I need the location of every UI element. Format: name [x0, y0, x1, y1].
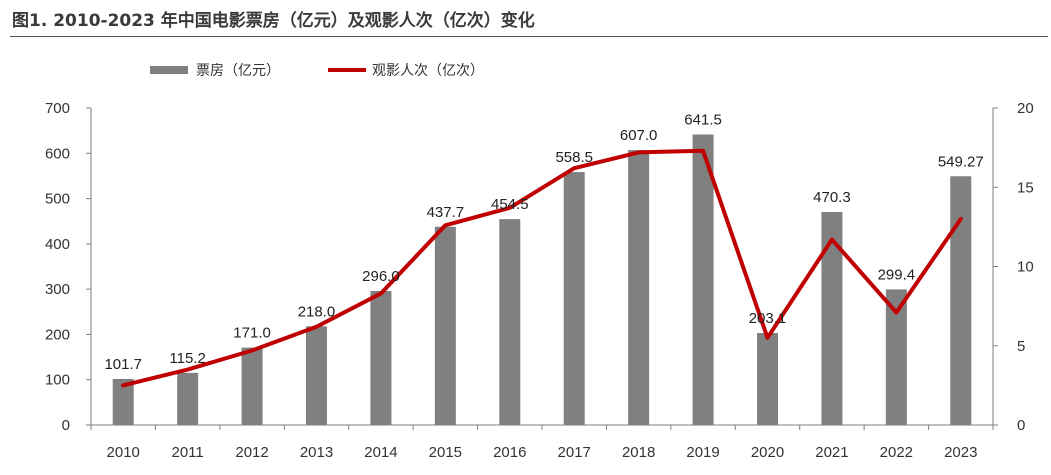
legend: 票房（亿元） 观影人次（亿次）: [150, 63, 484, 79]
y-left-tick-label: 200: [45, 326, 70, 343]
bar-2016: [499, 219, 521, 425]
bar-data-label: 558.5: [555, 149, 593, 166]
y-left-tick-label: 500: [45, 191, 70, 208]
bar-2022: [885, 289, 907, 425]
x-tick-label: 2010: [107, 444, 140, 461]
bar-data-label: 101.7: [104, 356, 142, 373]
bar-2021: [821, 212, 843, 425]
bar-2013: [306, 326, 327, 425]
x-tick-label: 2020: [751, 444, 784, 461]
bar-data-label: 607.0: [620, 127, 658, 144]
x-tick-label: 2013: [300, 444, 333, 461]
x-tick-label: 2023: [944, 444, 977, 461]
y-left-tick-label: 600: [45, 145, 70, 162]
y-left-tick-label: 300: [45, 281, 70, 298]
x-tick-label: 2011: [172, 444, 204, 461]
bar-data-label: 437.7: [427, 204, 465, 221]
line-path: [121, 148, 963, 388]
bar-2023: [950, 176, 972, 425]
bar-2012: [241, 347, 263, 425]
x-tick-label: 2016: [493, 444, 526, 461]
y-left-tick-label: 0: [62, 417, 70, 434]
x-tick-label: 2012: [235, 444, 268, 461]
bar-data-label: 299.4: [878, 266, 916, 283]
bar-2015: [434, 226, 456, 425]
legend-swatch-bar: [150, 66, 188, 74]
title-divider: [10, 36, 1048, 37]
bar-2010: [112, 378, 134, 425]
y-left-tick-label: 700: [45, 100, 70, 117]
x-tick-label: 2021: [815, 444, 848, 461]
bar-2011: [177, 372, 199, 425]
y-right-tick-label: 20: [1017, 100, 1034, 117]
y-right-tick-label: 10: [1017, 259, 1034, 276]
bar-data-label: 171.0: [233, 325, 271, 342]
bar-series: [112, 134, 972, 426]
y-left-tick-label: 100: [45, 372, 70, 389]
line-series: [121, 148, 963, 388]
x-tick-label: 2022: [880, 444, 913, 461]
x-tick-label: 2019: [686, 444, 719, 461]
bar-2017: [563, 172, 585, 425]
bar-2014: [370, 290, 392, 425]
bar-data-label: 218.0: [298, 303, 336, 320]
bar-data-label: 203.1: [749, 310, 787, 327]
bar-2019: [692, 134, 714, 426]
y-left-tick-label: 400: [45, 236, 70, 253]
bar-data-label: 454.5: [491, 196, 529, 213]
chart-title: 图1. 2010-2023 年中国电影票房（亿元）及观影人次（亿次）变化: [12, 11, 535, 31]
x-tick-label: 2015: [429, 444, 462, 461]
bar-2018: [628, 150, 650, 425]
bar-2020: [757, 333, 778, 425]
y-right-tick-label: 5: [1017, 338, 1025, 355]
axes: 0 100 200 300 400 500 600 700 0 5 10 15 20 2010 2011 20…: [45, 100, 1034, 461]
x-tick-label: 2017: [558, 444, 591, 461]
bar-data-label: 641.5: [684, 111, 722, 128]
bar-data-label: 470.3: [813, 189, 851, 206]
bar-data-label: 296.0: [362, 268, 400, 285]
x-tick-label: 2018: [622, 444, 655, 461]
y-right-tick-label: 15: [1017, 179, 1034, 196]
bar-data-label: 115.2: [169, 350, 205, 367]
legend-label-bar: 票房（亿元）: [196, 63, 280, 79]
bar-data-label: 549.27: [938, 153, 984, 170]
legend-label-line: 观影人次（亿次）: [372, 63, 484, 79]
x-tick-label: 2014: [364, 444, 397, 461]
y-right-tick-label: 0: [1017, 417, 1025, 434]
data-labels: 101.7 115.2 171.0 218.0 296.0 437.7 454.5 558.5…: [104, 111, 983, 372]
